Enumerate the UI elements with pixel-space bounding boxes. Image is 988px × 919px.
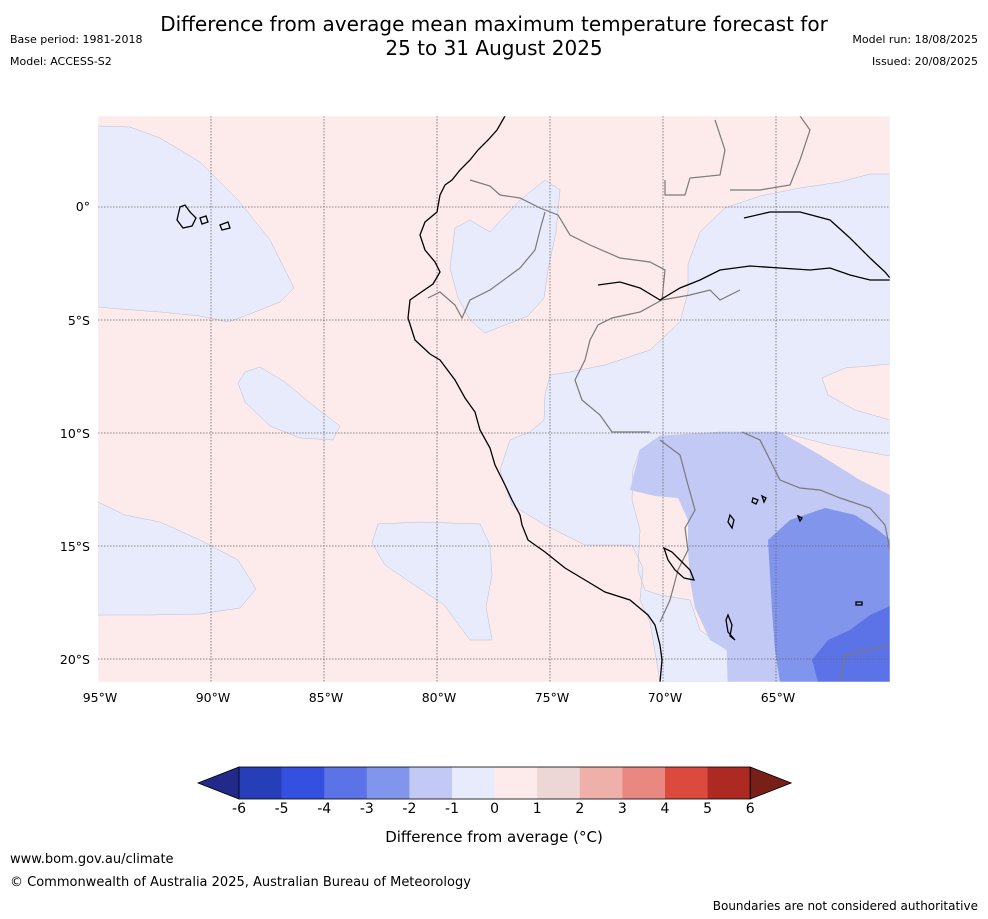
latitude-labels: 0° 5°S 10°S 15°S 20°S [60, 199, 90, 667]
colorbar-tick-label: 4 [660, 801, 670, 817]
lat-label: 5°S [68, 313, 90, 328]
colorbar-segment [707, 767, 751, 799]
meta-left: Base period: 1981-2018 Model: ACCESS-S2 [10, 29, 142, 73]
lon-label: 65°W [761, 690, 796, 705]
colorbar-segment [579, 767, 623, 799]
colorbar-segment [324, 767, 368, 799]
anomaly-minus4-to-minus3-region [812, 606, 890, 682]
footer-copyright: © Commonwealth of Australia 2025, Austra… [10, 875, 471, 890]
colorbar-tick-label: -6 [232, 801, 246, 817]
coastlines [176, 116, 890, 682]
lat-label: 15°S [60, 539, 90, 554]
lon-label: 80°W [422, 690, 457, 705]
lon-label: 85°W [309, 690, 344, 705]
colorbar-tick-label: 2 [575, 801, 585, 817]
colorbar-segment [665, 767, 709, 799]
lon-label: 95°W [83, 690, 118, 705]
footer-disclaimer: Boundaries are not considered authoritat… [712, 899, 978, 913]
colorbar-tick-label: 0 [490, 801, 500, 817]
colorbar-segment [366, 767, 410, 799]
colorbar-tick-label: 1 [532, 801, 542, 817]
colorbar-tick-label: -5 [274, 801, 289, 817]
lon-label: 75°W [535, 690, 570, 705]
colorbar-tick-label: -3 [359, 801, 374, 817]
longitude-labels: 95°W 90°W 85°W 80°W 75°W 70°W 65°W [83, 690, 796, 705]
base-period: Base period: 1981-2018 [10, 33, 143, 46]
colorbar-extend-high [749, 766, 793, 800]
issued-date: Issued: 20/08/2025 [871, 55, 978, 68]
colorbar-tick-label: -4 [317, 801, 332, 817]
colorbar-ticks: -6 -5 -4 -3 -2 -1 0 1 2 3 4 5 6 [0, 801, 988, 821]
colorbar-tick-label: 3 [617, 801, 627, 817]
colorbar-segment [239, 767, 283, 799]
colorbar-segment [281, 767, 325, 799]
map-title: Difference from average mean maximum tem… [0, 12, 988, 60]
colorbar-tick-label: -2 [402, 801, 417, 817]
colorbar-tick-label: 5 [703, 801, 713, 817]
colorbar-tick-label: -1 [445, 801, 459, 817]
colorbar-tick-label: 6 [745, 801, 755, 817]
lat-label: 10°S [60, 426, 90, 441]
title-line-1: Difference from average mean maximum tem… [160, 12, 828, 36]
colorbar-segment [622, 767, 666, 799]
lat-label: 20°S [60, 652, 90, 667]
map-gridlines [98, 116, 890, 682]
map-area [98, 116, 890, 682]
country-borders [427, 116, 890, 682]
colorbar-segment [452, 767, 496, 799]
colorbar-label: Difference from average (°C) [385, 828, 603, 846]
model-name: Model: ACCESS-S2 [10, 55, 112, 68]
model-run: Model run: 18/08/2025 [852, 33, 978, 46]
meta-right: Model run: 18/08/2025 Issued: 20/08/2025 [852, 29, 978, 73]
colorbar-segment [494, 767, 538, 799]
title-line-2: 25 to 31 August 2025 [385, 36, 603, 60]
colorbar [196, 766, 793, 800]
footer-url: www.bom.gov.au/climate [10, 852, 174, 867]
colorbar-frame [238, 766, 751, 800]
lon-label: 90°W [196, 690, 231, 705]
colorbar-segment [409, 767, 453, 799]
anomaly-minus1-to-0-regions [98, 125, 890, 682]
lat-label: 0° [76, 199, 90, 214]
colorbar-extend-low [196, 766, 240, 800]
colorbar-segment [537, 767, 581, 799]
lon-label: 70°W [648, 690, 683, 705]
